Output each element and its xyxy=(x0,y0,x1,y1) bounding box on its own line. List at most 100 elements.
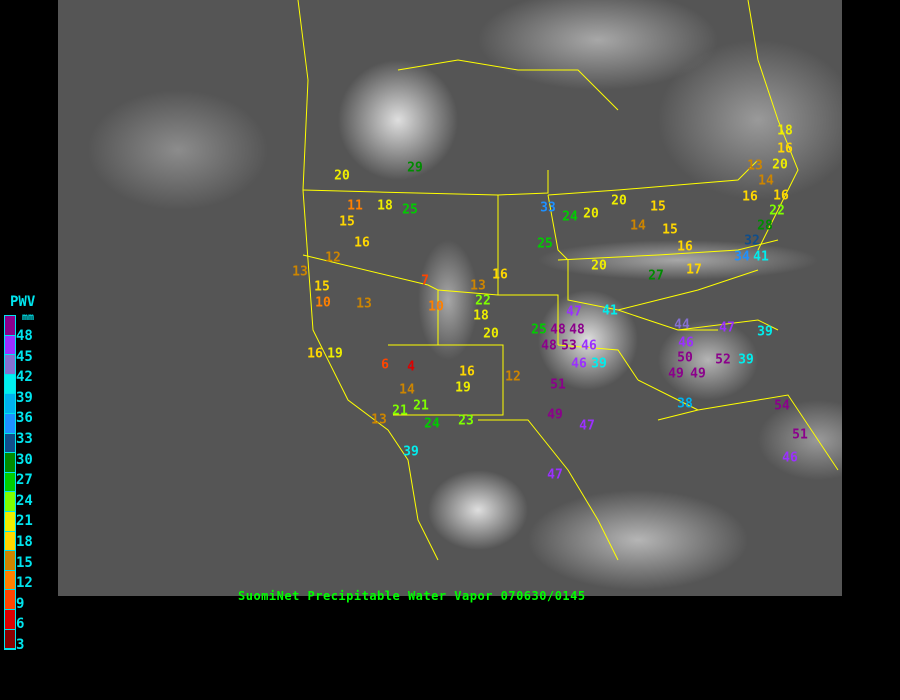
color-bar-segment xyxy=(5,374,15,395)
legend-tick-label: 3 xyxy=(16,637,25,653)
station-pwv-value: 11 xyxy=(347,198,363,214)
color-bar-segment xyxy=(5,511,15,532)
station-pwv-value: 39 xyxy=(738,352,754,368)
station-pwv-value: 49 xyxy=(668,366,684,382)
station-pwv-value: 47 xyxy=(579,418,595,434)
station-pwv-value: 46 xyxy=(782,450,798,466)
station-pwv-value: 16 xyxy=(354,235,370,251)
color-bar-segment xyxy=(5,629,15,650)
color-bar-segment xyxy=(5,590,15,610)
color-bar xyxy=(4,315,16,651)
station-pwv-value: 13 xyxy=(470,278,486,294)
station-pwv-value: 16 xyxy=(777,141,793,157)
station-pwv-value: 7 xyxy=(421,273,429,289)
legend-tick-label: 45 xyxy=(16,348,33,365)
station-pwv-value: 20 xyxy=(483,326,499,342)
station-pwv-value: 20 xyxy=(334,168,350,184)
station-pwv-value: 16 xyxy=(773,188,789,204)
station-pwv-value: 24 xyxy=(562,209,578,225)
station-pwv-value: 25 xyxy=(402,202,418,218)
station-pwv-value: 49 xyxy=(690,366,706,382)
map-caption: SuomiNet Precipitable Water Vapor 070630… xyxy=(238,589,586,603)
station-pwv-value: 15 xyxy=(650,199,666,215)
color-bar-segment xyxy=(5,453,15,473)
legend-tick-label: 33 xyxy=(16,431,33,447)
station-pwv-value: 14 xyxy=(758,173,774,189)
station-pwv-value: 16 xyxy=(307,346,323,362)
legend-tick-label: 39 xyxy=(16,389,33,406)
station-pwv-value: 20 xyxy=(591,258,607,274)
station-pwv-value: 51 xyxy=(550,377,566,393)
station-pwv-value: 48 xyxy=(541,338,557,354)
station-pwv-value: 51 xyxy=(792,427,808,443)
color-bar-segment xyxy=(5,570,15,591)
station-pwv-value: 14 xyxy=(399,382,415,398)
color-bar-segment xyxy=(5,609,15,630)
station-pwv-value: 48 xyxy=(550,322,566,338)
station-pwv-value: 4 xyxy=(407,359,415,375)
station-pwv-value: 33 xyxy=(540,200,556,216)
station-pwv-value: 27 xyxy=(648,268,664,284)
station-pwv-value: 41 xyxy=(753,249,769,265)
station-pwv-value: 39 xyxy=(757,324,773,340)
station-pwv-value: 15 xyxy=(339,214,355,230)
legend-tick-label: 24 xyxy=(16,492,33,509)
station-pwv-value: 10 xyxy=(315,295,331,311)
station-pwv-value: 20 xyxy=(583,206,599,222)
station-pwv-value: 18 xyxy=(777,123,793,139)
station-pwv-value: 32 xyxy=(744,233,760,249)
station-pwv-value: 20 xyxy=(611,193,627,209)
station-pwv-value: 47 xyxy=(566,304,582,320)
station-pwv-value: 52 xyxy=(715,352,731,368)
station-pwv-value: 6 xyxy=(381,357,389,373)
legend-tick-label: 9 xyxy=(16,595,25,612)
state-borders xyxy=(297,0,839,561)
legend-tick-label: 12 xyxy=(16,575,33,592)
station-pwv-value: 10 xyxy=(428,299,444,315)
station-pwv-value: 34 xyxy=(734,249,750,265)
legend-title: PWV xyxy=(10,294,36,310)
station-pwv-value: 54 xyxy=(774,398,790,414)
legend-tick-label: 42 xyxy=(16,369,33,386)
station-pwv-value: 23 xyxy=(458,413,474,429)
station-pwv-value: 50 xyxy=(677,350,693,366)
legend-tick-label: 18 xyxy=(16,534,33,550)
station-pwv-value: 22 xyxy=(769,203,785,219)
station-pwv-value: 39 xyxy=(591,356,607,372)
station-pwv-value: 16 xyxy=(459,364,475,380)
color-bar-segment xyxy=(5,335,15,356)
station-pwv-value: 44 xyxy=(674,317,690,333)
color-bar-segment xyxy=(5,413,15,434)
station-pwv-value: 53 xyxy=(561,338,577,354)
station-pwv-value: 18 xyxy=(377,198,393,214)
station-pwv-value: 13 xyxy=(371,412,387,428)
station-pwv-value: 24 xyxy=(424,416,440,432)
color-bar-segment xyxy=(5,355,15,375)
clouds xyxy=(88,0,842,590)
station-pwv-value: 46 xyxy=(571,356,587,372)
legend-unit: mm xyxy=(22,312,35,323)
station-pwv-value: 48 xyxy=(569,322,585,338)
station-pwv-value: 14 xyxy=(630,218,646,234)
legend-tick-label: 30 xyxy=(16,451,33,468)
station-pwv-value: 49 xyxy=(547,407,563,423)
station-pwv-value: 41 xyxy=(602,303,618,319)
station-pwv-value: 28 xyxy=(757,218,773,234)
station-pwv-value: 13 xyxy=(292,264,308,280)
station-pwv-value: 16 xyxy=(492,267,508,283)
station-pwv-value: 47 xyxy=(719,320,735,336)
station-pwv-value: 19 xyxy=(327,346,343,362)
station-pwv-value: 15 xyxy=(662,222,678,238)
station-pwv-value: 13 xyxy=(356,296,372,312)
color-bar-segment xyxy=(5,433,15,454)
station-pwv-value: 21 xyxy=(413,398,429,414)
station-pwv-value: 39 xyxy=(403,444,419,460)
color-bar-segment xyxy=(5,492,15,512)
station-pwv-value: 16 xyxy=(742,189,758,205)
station-pwv-value: 25 xyxy=(531,322,547,338)
color-bar-segment xyxy=(5,531,15,552)
station-pwv-value: 38 xyxy=(677,396,693,412)
station-pwv-value: 46 xyxy=(678,335,694,351)
color-bar-segment xyxy=(5,472,15,493)
color-bar-segment xyxy=(5,316,15,336)
